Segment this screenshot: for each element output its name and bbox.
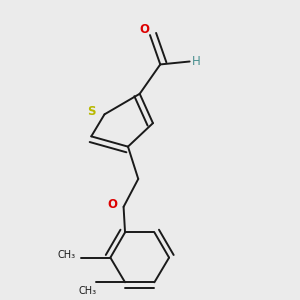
Text: CH₃: CH₃ <box>58 250 76 260</box>
Text: O: O <box>107 198 117 211</box>
Text: H: H <box>192 55 200 68</box>
Text: S: S <box>87 105 95 118</box>
Text: O: O <box>139 23 149 36</box>
Text: CH₃: CH₃ <box>78 286 97 296</box>
